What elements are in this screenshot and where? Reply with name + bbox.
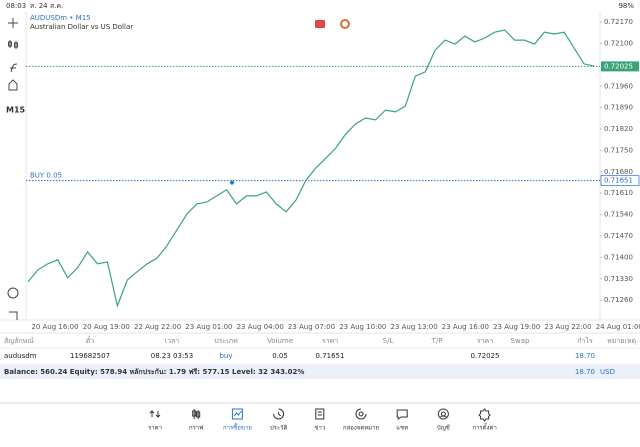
y-tick-label: 0.71330 (604, 275, 633, 283)
x-tick-label: 23 Aug 01:00 (185, 323, 232, 331)
position-label: BUY 0.05 (30, 172, 62, 180)
x-tick-label: 23 Aug 16:00 (442, 323, 489, 331)
nav-label[interactable]: กราฟ (189, 425, 203, 432)
nav-label[interactable]: การตั้งค่า (472, 422, 496, 432)
y-tick-label: 0.71260 (604, 296, 633, 304)
add-icon[interactable] (9, 311, 18, 320)
current-price: 0.72025 (604, 62, 633, 70)
price-line (27, 29, 595, 308)
x-tick-label: 23 Aug 13:00 (390, 323, 437, 331)
nav-icon[interactable] (273, 408, 285, 420)
table-header: ราคา (322, 337, 338, 345)
indicator-icon[interactable] (8, 40, 18, 49)
toolbar-icons[interactable] (7, 18, 19, 320)
y-tick-label: 0.72100 (604, 39, 633, 47)
nav-icon[interactable] (437, 408, 449, 420)
y-tick-label: 0.71470 (604, 232, 633, 240)
y-tick-label: 0.71890 (604, 104, 633, 112)
y-tick-label: 0.72170 (604, 18, 633, 26)
y-tick-label: 0.71680 (604, 168, 633, 176)
x-tick-label: 20 Aug 19:00 (83, 323, 130, 331)
nav-label[interactable]: ราคา (148, 425, 162, 432)
zoom-icon[interactable] (7, 287, 19, 299)
table-header: หมายเหตุ (607, 337, 636, 345)
nav-label[interactable]: ข่าว (314, 425, 325, 432)
table-cell: 18.70 (575, 352, 595, 360)
table-header: ประเภท (214, 337, 238, 345)
table-header: ตั๋ว (86, 336, 95, 345)
crosshair-icon[interactable] (8, 18, 18, 28)
objects-icon[interactable] (8, 79, 18, 91)
function-icon[interactable] (10, 63, 18, 73)
table-header: S/L (383, 337, 394, 345)
y-tick-label: 0.71960 (604, 82, 633, 90)
table-header: Swap (511, 337, 530, 345)
timeframe[interactable]: M15 (6, 106, 26, 115)
x-tick-label: 20 Aug 16:00 (31, 323, 78, 331)
table-header: เวลา (165, 337, 180, 345)
x-tick-label: 23 Aug 04:00 (237, 323, 284, 331)
table-header: T/P (431, 337, 443, 345)
nav-label[interactable]: ประวัติ (270, 425, 288, 432)
table-cell: buy (219, 352, 232, 360)
balance-bg (0, 365, 640, 379)
x-tick-label: 23 Aug 22:00 (544, 323, 591, 331)
table-header: Volume (267, 337, 293, 345)
nav-icon[interactable] (355, 408, 367, 420)
y-tick-label: 0.71540 (604, 211, 633, 219)
y-tick-label: 0.71400 (604, 253, 633, 261)
x-tick-label: 23 Aug 07:00 (288, 323, 335, 331)
y-tick-label: 0.71610 (604, 189, 633, 197)
status-date: ส. 24 ส.ค. (30, 2, 63, 10)
nav-icon[interactable] (396, 409, 408, 420)
nav-label[interactable]: กล่องจดหมาย (343, 425, 379, 432)
current-price-box (601, 61, 639, 72)
nav-label[interactable]: บัญชี (437, 424, 450, 432)
table-header: สัญลักษณ์ (4, 337, 34, 345)
nav-label[interactable]: แชท (396, 425, 408, 432)
sell-button[interactable] (315, 20, 325, 28)
table-cell: 08.23 03:53 (151, 352, 193, 360)
table-cell: 0.71651 (316, 352, 345, 360)
one-click-button[interactable] (340, 19, 350, 29)
x-tick-label: 22 Aug 22:00 (134, 323, 181, 331)
table-cell: 0.72025 (471, 352, 500, 360)
nav-icon[interactable] (192, 409, 201, 419)
nav-icon[interactable] (478, 408, 491, 422)
status-time: 08:03 (6, 2, 26, 10)
entry-marker (229, 180, 235, 186)
nav-icon[interactable] (231, 408, 243, 420)
x-tick-label: 24 Aug 01:00 (596, 323, 640, 331)
currency: USD (600, 368, 615, 376)
y-tick-label: 0.71750 (604, 146, 633, 154)
table-header: ราคา (477, 337, 493, 345)
nav-icon[interactable] (149, 410, 161, 418)
nav-label[interactable]: การซื้อขาย (223, 422, 252, 432)
balance-line: Balance: 560.24 Equity: 578.94 หลักประกั… (4, 368, 304, 376)
nav-icon[interactable] (315, 408, 325, 420)
x-tick-label: 23 Aug 10:00 (339, 323, 386, 331)
status-battery: 98% (618, 2, 634, 10)
symbol: AUDUSDm • M15 (30, 14, 91, 22)
y-tick-label: 0.71820 (604, 125, 633, 133)
table-cell: audusdm (4, 352, 37, 360)
position-price: 0.71651 (604, 177, 633, 185)
symbol-description: Australian Dollar vs US Dollar (30, 23, 133, 31)
table-cell: 119682507 (70, 352, 110, 360)
table-header: กำไร (577, 336, 593, 345)
table-cell: 0.05 (272, 352, 288, 360)
x-tick-label: 23 Aug 19:00 (493, 323, 540, 331)
total-profit: 18.70 (575, 368, 595, 376)
position-price-box (600, 175, 640, 187)
